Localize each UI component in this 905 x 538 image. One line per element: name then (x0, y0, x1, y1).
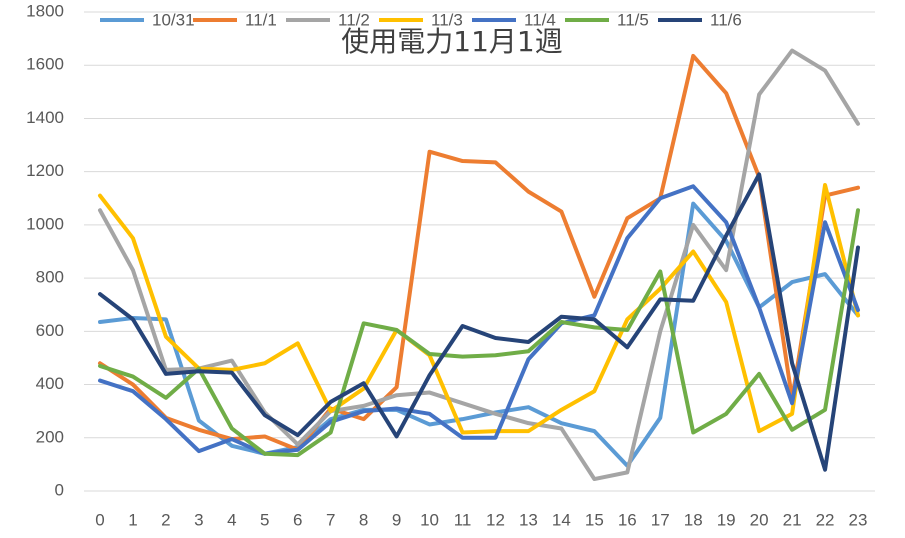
y-tick-label: 800 (36, 268, 64, 287)
x-tick-label: 18 (684, 510, 703, 529)
x-tick-label: 6 (293, 510, 302, 529)
y-tick-label: 200 (36, 427, 64, 446)
series-line (98, 184, 860, 456)
x-tick-label: 16 (618, 510, 637, 529)
x-tick-label: 7 (326, 510, 335, 529)
y-tick-label: 400 (36, 374, 64, 393)
x-tick-label: 23 (849, 510, 868, 529)
chart-title: 使用電力11月1週 (341, 25, 562, 58)
x-tick-label: 9 (392, 510, 401, 529)
x-tick-label: 10 (420, 510, 439, 529)
series-line (98, 182, 860, 435)
x-tick-label: 3 (194, 510, 203, 529)
y-tick-label: 1600 (26, 55, 64, 74)
x-tick-label: 22 (816, 510, 835, 529)
y-tick-label: 1400 (26, 108, 64, 127)
legend-label: 11/6 (710, 10, 742, 29)
x-tick-label: 14 (552, 510, 571, 529)
y-tick-label: 0 (55, 480, 64, 499)
legend-label: 11/1 (245, 10, 277, 29)
legend-label: 10/31 (152, 10, 195, 29)
legend-label: 11/5 (617, 10, 649, 29)
x-tick-label: 17 (651, 510, 670, 529)
x-tick-label: 15 (585, 510, 604, 529)
x-tick-label: 0 (95, 510, 104, 529)
y-tick-label: 600 (36, 321, 64, 340)
y-tick-label: 1000 (26, 214, 64, 233)
x-tick-label: 12 (486, 510, 505, 529)
y-tick-label: 1800 (26, 1, 64, 20)
series-line (98, 208, 860, 458)
legend-label: 11/4 (524, 10, 556, 29)
x-tick-label: 11 (454, 510, 472, 529)
legend-label: 11/3 (431, 10, 463, 29)
y-tick-label: 1200 (26, 161, 64, 180)
legend-label: 11/2 (338, 10, 370, 29)
series-line (98, 172, 860, 472)
series-line (98, 53, 860, 452)
x-tick-label: 5 (260, 510, 269, 529)
x-tick-label: 21 (783, 510, 802, 529)
x-tick-label: 20 (750, 510, 769, 529)
x-tick-label: 4 (227, 510, 236, 529)
x-tick-label: 8 (359, 510, 368, 529)
x-tick-label: 2 (161, 510, 170, 529)
x-tick-label: 19 (717, 510, 736, 529)
x-tick-label: 1 (128, 510, 137, 529)
x-tick-label: 13 (519, 510, 538, 529)
